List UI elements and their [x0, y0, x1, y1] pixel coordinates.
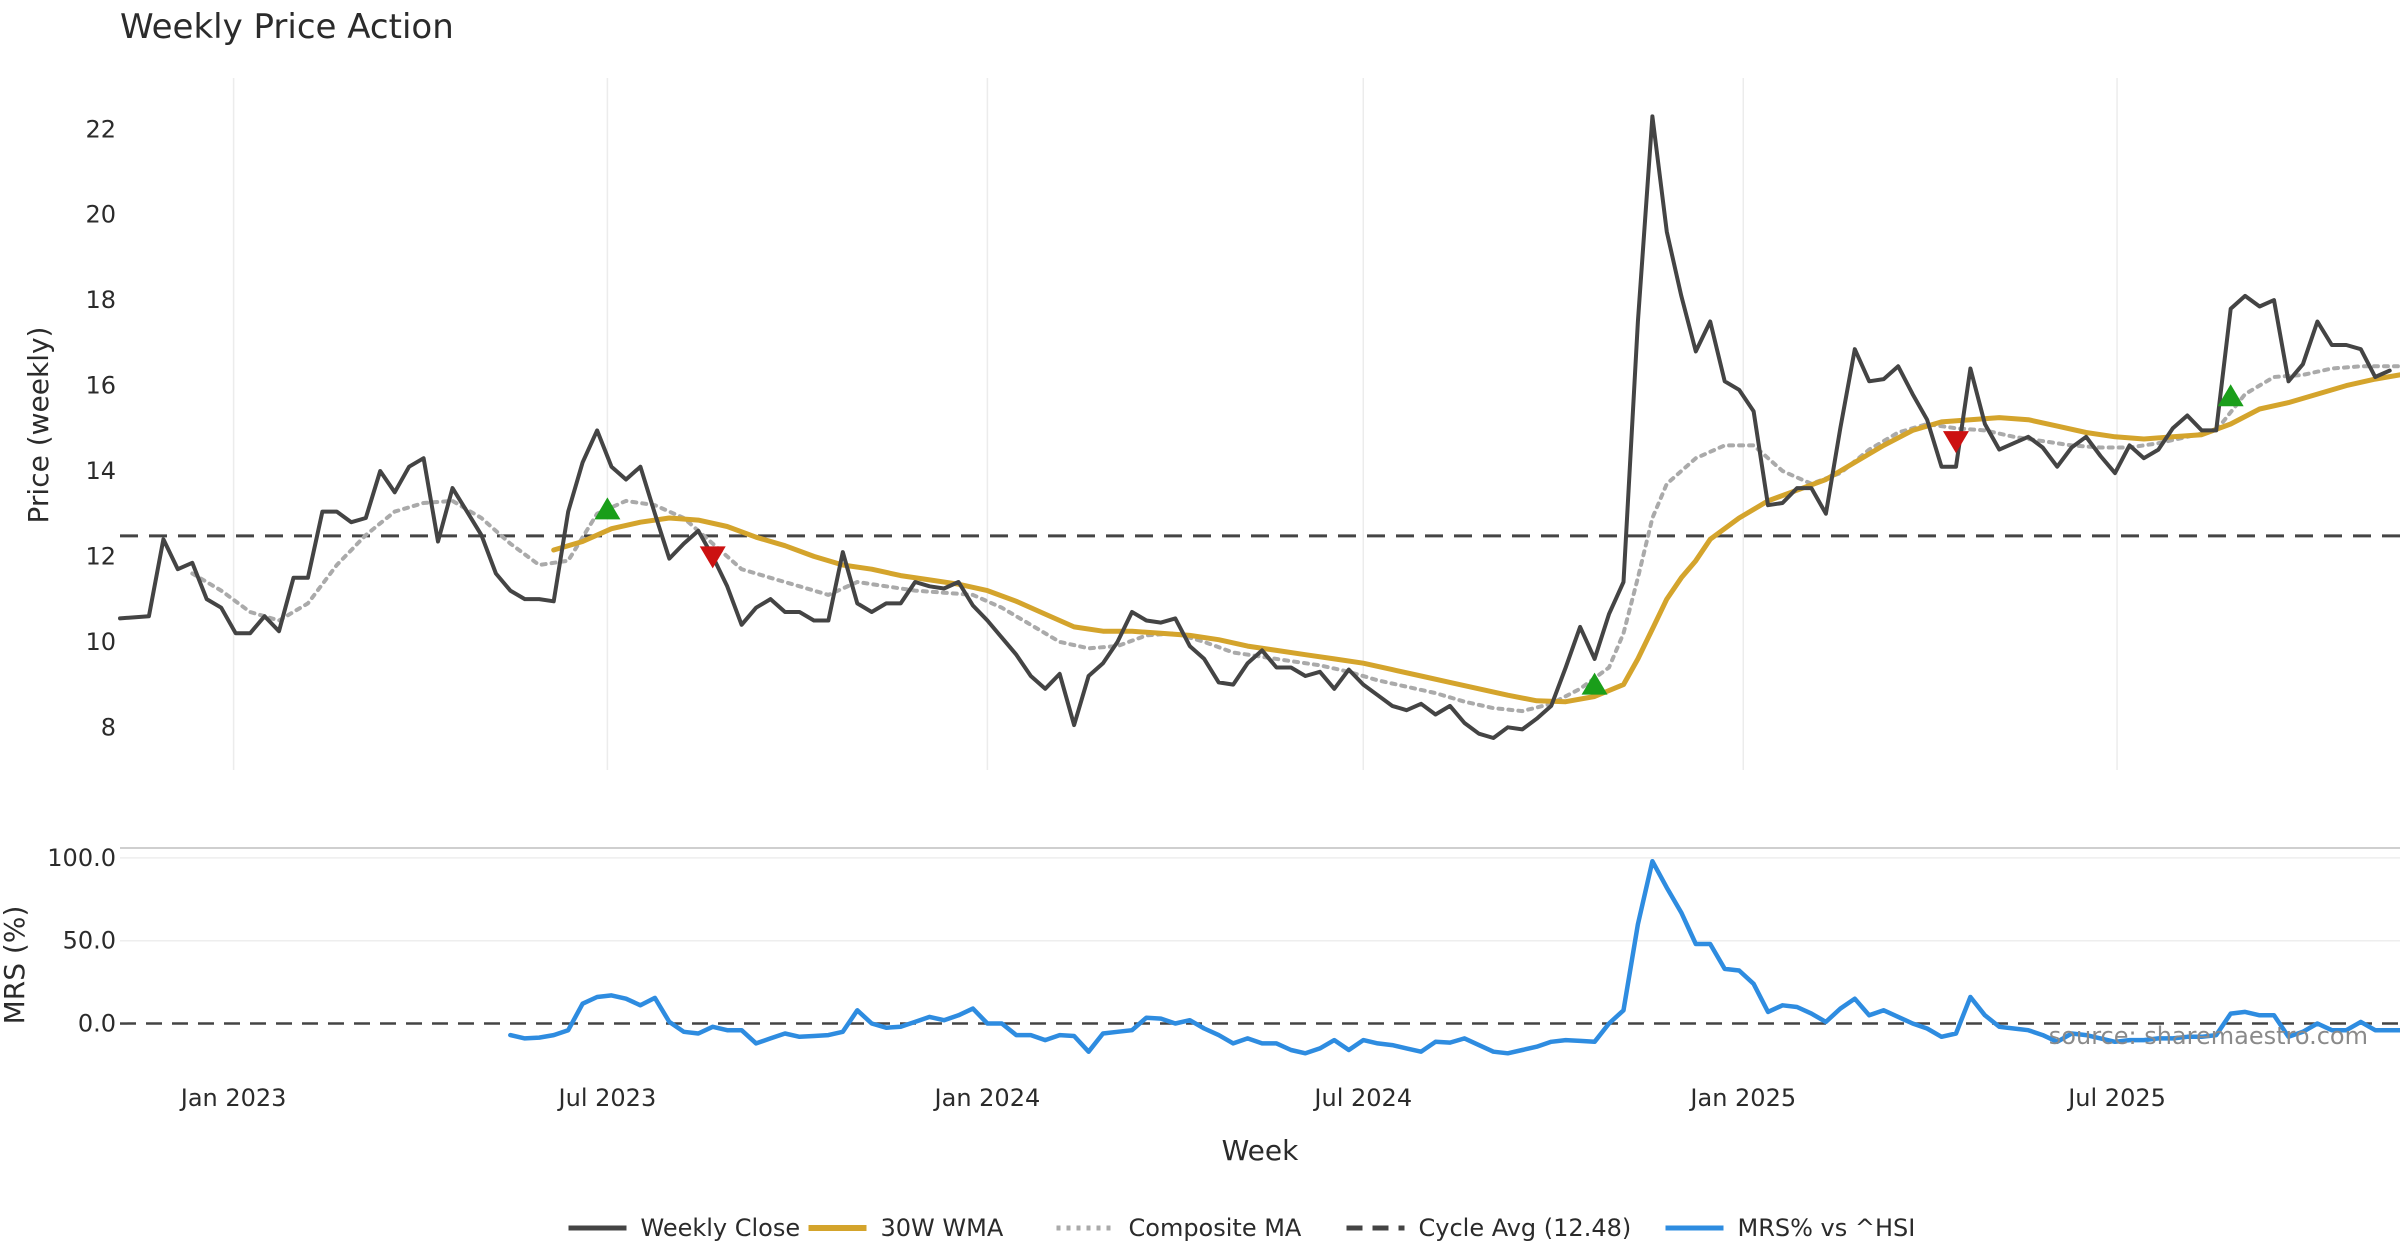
price-y-tick-14: 14 [85, 457, 116, 485]
buy-signal-marker-2 [1581, 672, 1608, 695]
legend-label-0: Weekly Close [641, 1214, 801, 1242]
price-y-tick-12: 12 [85, 542, 116, 570]
legend-label-3: Cycle Avg (12.48) [1419, 1214, 1632, 1242]
series-weekly-close [118, 114, 2392, 740]
series-30w-wma [551, 372, 2400, 705]
legend-label-2: Composite MA [1129, 1214, 1302, 1242]
legend: Weekly Close 30W WMA Composite MA Cycle Avg… [568, 1214, 1916, 1242]
x-axis-label: Week [1222, 1134, 1299, 1167]
legend-item-composite-ma: Composite MA [1056, 1214, 1302, 1242]
x-tick-2: Jan 2024 [933, 1084, 1041, 1112]
x-tick-5: Jul 2025 [2066, 1084, 2166, 1112]
legend-item-cycle-avg-12-48: Cycle Avg (12.48) [1346, 1214, 1632, 1242]
x-tick-0: Jan 2023 [179, 1084, 287, 1112]
mrs-panel: 0.0 50.0 100.0 Jan 2023 Jul 2023 Jan 2024 Jul … [47, 844, 2400, 1112]
price-panel: 8 10 12 14 16 18 20 22 [85, 78, 2400, 770]
series-composite-ma [190, 364, 2400, 714]
mrs-y-axis-label: MRS (%) [0, 906, 31, 1025]
price-y-tick-20: 20 [85, 201, 116, 229]
mrs-y-tick-1: 50.0 [63, 927, 116, 955]
mrs-y-tick-0: 0.0 [78, 1010, 116, 1038]
mrs-y-tick-2: 100.0 [47, 844, 116, 872]
legend-item-weekly-close: Weekly Close [568, 1214, 801, 1242]
x-tick-4: Jan 2025 [1688, 1084, 1796, 1112]
legend-item-30w-wma: 30W WMA [808, 1214, 1004, 1242]
price-y-tick-10: 10 [85, 628, 116, 656]
series-mrs-vs-hsi [508, 858, 2400, 1056]
x-tick-1: Jul 2023 [557, 1084, 657, 1112]
x-tick-3: Jul 2024 [1312, 1084, 1412, 1112]
sell-signal-marker-1 [699, 546, 726, 569]
price-y-axis-label: Price (weekly) [22, 327, 55, 524]
price-y-tick-8: 8 [101, 713, 116, 741]
buy-signal-marker-0 [594, 497, 621, 520]
sell-signal-marker-3 [1942, 431, 1969, 454]
legend-label-1: 30W WMA [881, 1214, 1004, 1242]
price-y-tick-16: 16 [85, 372, 116, 400]
buy-signal-marker-4 [2217, 384, 2244, 407]
legend-label-4: MRS% vs ^HSI [1738, 1214, 1916, 1242]
price-y-tick-22: 22 [85, 115, 116, 143]
chart-title: Weekly Price Action [120, 7, 454, 47]
source-annotation: source: sharemaestro.com [2049, 1022, 2368, 1050]
legend-item-mrs-vs-hsi: MRS% vs ^HSI [1665, 1214, 1916, 1242]
price-y-tick-18: 18 [85, 286, 116, 314]
